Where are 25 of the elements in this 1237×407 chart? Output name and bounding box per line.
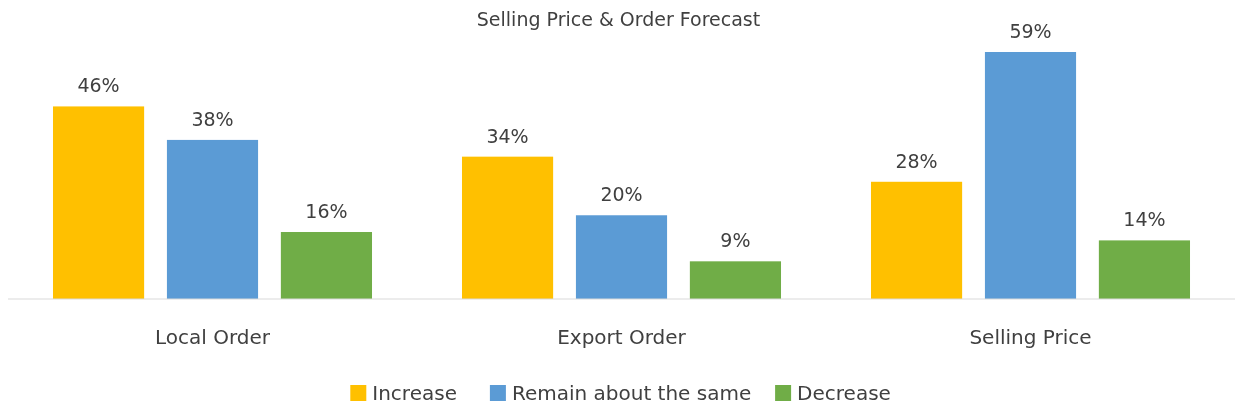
data-label: 46% bbox=[77, 74, 120, 97]
bar bbox=[870, 181, 963, 299]
bar bbox=[52, 106, 145, 299]
data-label: 59% bbox=[1009, 20, 1052, 42]
bar bbox=[280, 232, 373, 299]
legend-label: Increase bbox=[372, 381, 457, 405]
bar bbox=[689, 261, 782, 299]
bar bbox=[575, 215, 668, 299]
data-label: 38% bbox=[191, 107, 234, 130]
data-label: 14% bbox=[1123, 208, 1166, 231]
data-label: 20% bbox=[600, 183, 643, 206]
x-tick-label: Local Order bbox=[154, 325, 271, 349]
x-tick-label: Selling Price bbox=[969, 325, 1092, 349]
legend-label: Decrease bbox=[797, 381, 891, 405]
bar bbox=[461, 156, 554, 299]
bar bbox=[166, 139, 259, 299]
data-label: 34% bbox=[486, 124, 529, 147]
data-label: 28% bbox=[895, 149, 938, 172]
x-tick-label: Export Order bbox=[557, 325, 687, 349]
data-label: 9% bbox=[720, 229, 751, 252]
bar bbox=[984, 52, 1077, 299]
bar bbox=[1098, 240, 1191, 299]
legend-label: Remain about the same bbox=[511, 381, 752, 405]
chart-title: Selling Price & Order Forecast bbox=[476, 8, 761, 30]
data-label: 16% bbox=[305, 200, 348, 223]
